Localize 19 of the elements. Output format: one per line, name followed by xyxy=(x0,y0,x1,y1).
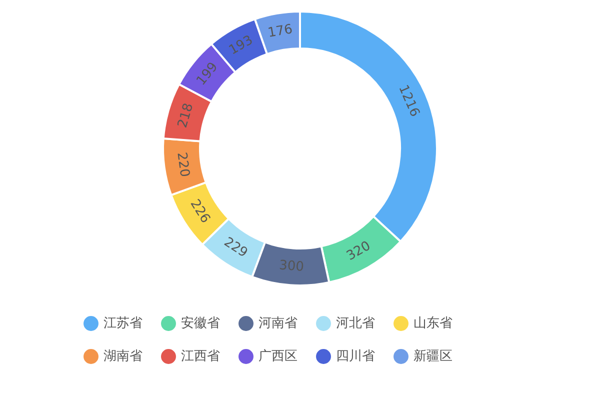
legend-label: 新疆区 xyxy=(414,348,452,364)
legend-label: 广西区 xyxy=(258,348,298,364)
legend-label: 江西省 xyxy=(181,348,220,364)
legend-label: 四川省 xyxy=(336,348,375,364)
legend-label: 河北省 xyxy=(336,316,375,331)
data-label: 300 xyxy=(278,258,304,275)
data-label: 1216 xyxy=(395,82,422,120)
data-label: 199 xyxy=(194,60,222,88)
legend-label: 安徽省 xyxy=(181,314,220,331)
legend-label: 湖南省 xyxy=(104,348,142,364)
data-label: 229 xyxy=(221,234,250,261)
legend-label: 河南省 xyxy=(258,316,298,331)
data-label: 220 xyxy=(174,151,192,178)
data-label: 320 xyxy=(344,238,374,264)
legend-label: 江苏省 xyxy=(104,316,142,331)
data-label: 193 xyxy=(226,32,256,58)
legend-label: 山东省 xyxy=(414,316,452,331)
data-label: 218 xyxy=(175,102,197,130)
data-label: 176 xyxy=(266,22,294,41)
